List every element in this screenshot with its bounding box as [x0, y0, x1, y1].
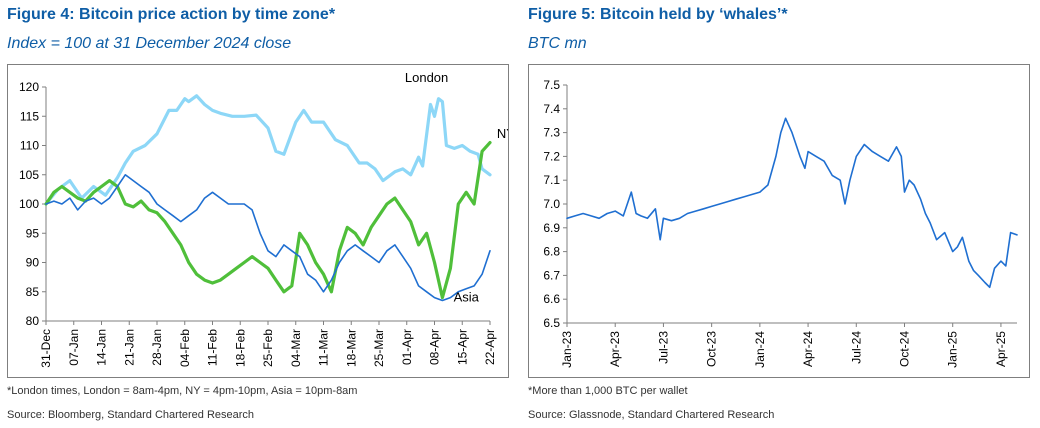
y-tick-label: 95: [26, 226, 40, 240]
y-tick-label: 100: [19, 197, 39, 211]
x-tick-label: Jan-25: [946, 331, 960, 368]
x-tick-label: Oct-24: [898, 331, 912, 367]
figure5-title: Figure 5: Bitcoin held by ‘whales’*: [528, 6, 788, 23]
x-tick-label: 01-Apr: [400, 329, 414, 365]
x-tick-label: Jan-24: [753, 331, 767, 368]
x-tick-label: 31-Dec: [39, 329, 53, 368]
y-tick-label: 115: [20, 109, 39, 123]
ny-series-line: [44, 140, 492, 300]
figure4-source: Source: Bloomberg, Standard Chartered Re…: [7, 409, 255, 421]
figure5-chart-frame: 6.5 6.6 6.7 6.8 6.9 7.0 7.1 7.2 7.3 7.4 7.5 Jan-23 A…: [528, 64, 1030, 378]
figure5-chart: 6.5 6.6 6.7 6.8 6.9 7.0 7.1 7.2 7.3 7.4 7.5 Jan-23 A…: [543, 78, 1018, 368]
asia-series-label: Asia: [454, 290, 480, 305]
x-tick-label: 21-Jan: [122, 329, 136, 366]
x-tick-label: 28-Jan: [150, 329, 164, 366]
y-tick-label: 7.1: [543, 173, 560, 187]
x-tick-label: Jul-24: [849, 331, 863, 364]
x-tick-label: Oct-23: [705, 331, 719, 367]
asia-series-line: [45, 174, 491, 302]
y-tick-label: 6.8: [543, 245, 560, 259]
x-tick-label: 25-Feb: [261, 329, 275, 367]
y-tick-label: 7.4: [543, 102, 560, 116]
y-tick-label: 105: [19, 168, 39, 182]
x-tick-label: 22-Apr: [483, 329, 497, 365]
x-tick-label: 14-Jan: [95, 329, 109, 366]
x-tick-label: Jan-23: [560, 331, 574, 368]
y-tick-label: 6.6: [543, 292, 560, 306]
x-tick-label: 18-Feb: [233, 329, 247, 367]
x-tick-label: 08-Apr: [428, 329, 442, 365]
x-tick-label: 04-Mar: [289, 329, 303, 367]
y-tick-label: 6.9: [543, 221, 560, 235]
figure4-footnote: *London times, London = 8am-4pm, NY = 4p…: [7, 385, 358, 397]
x-tick-label: 18-Mar: [344, 329, 358, 367]
figure4-title: Figure 4: Bitcoin price action by time z…: [7, 6, 336, 23]
london-series-label: London: [405, 70, 448, 85]
x-tick-label: Apr-25: [994, 331, 1008, 367]
figure5-footnote: *More than 1,000 BTC per wallet: [528, 385, 688, 397]
y-tick-label: 6.5: [543, 316, 560, 330]
figure4-subtitle: Index = 100 at 31 December 2024 close: [7, 35, 292, 52]
y-tick-label: 90: [26, 256, 40, 270]
y-tick-label: 6.7: [543, 268, 560, 282]
figure4-chart: 80 85 90 95 100 105 110 115 120 31-Dec 07-Jan 14-Ja…: [19, 70, 515, 368]
series-0-series-line: [566, 117, 1018, 289]
figure4-chart-frame: 80 85 90 95 100 105 110 115 120 31-Dec 07-Jan 14-Ja…: [7, 64, 515, 378]
y-tick-label: 85: [26, 285, 40, 299]
london-series-line: [44, 94, 492, 206]
y-tick-label: 120: [19, 80, 39, 94]
y-tick-label: 7.2: [543, 149, 560, 163]
y-tick-label: 7.5: [543, 78, 560, 92]
x-tick-label: 07-Jan: [67, 329, 81, 366]
y-tick-label: 7.0: [543, 197, 560, 211]
figure5-subtitle: BTC mn: [528, 35, 587, 52]
ny-series-label: NY: [497, 126, 508, 141]
y-tick-label: 7.3: [543, 126, 560, 140]
x-tick-label: 11-Feb: [206, 329, 220, 366]
x-tick-label: 11-Mar: [317, 329, 331, 366]
x-tick-label: 04-Feb: [178, 329, 192, 367]
y-tick-label: 110: [20, 139, 39, 153]
y-tick-label: 80: [26, 314, 40, 328]
x-tick-label: Jul-23: [656, 331, 670, 364]
x-tick-label: 25-Mar: [372, 329, 386, 367]
x-tick-label: 15-Apr: [455, 329, 469, 365]
figure5-source: Source: Glassnode, Standard Chartered Re…: [528, 409, 775, 421]
x-tick-label: Apr-23: [608, 331, 622, 367]
x-tick-label: Apr-24: [801, 331, 815, 367]
